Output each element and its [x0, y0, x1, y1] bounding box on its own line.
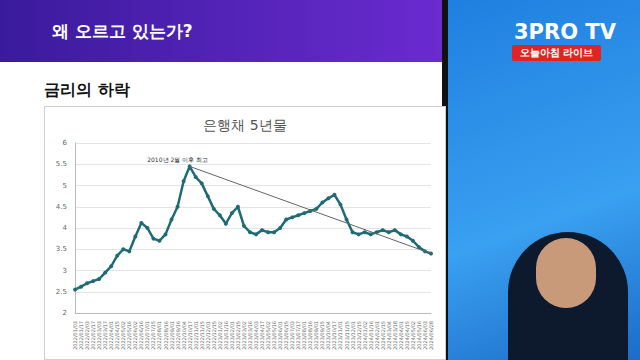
svg-text:2023/03/16: 2023/03/16 — [247, 321, 253, 350]
svg-text:2023/04/03: 2023/04/03 — [253, 321, 259, 350]
svg-text:2023/05/16: 2023/05/16 — [271, 321, 278, 350]
svg-text:2023/09/15: 2023/09/15 — [319, 321, 326, 350]
svg-text:2022/06/16: 2022/06/16 — [138, 321, 145, 350]
svg-text:2022/07/01: 2022/07/01 — [144, 321, 151, 350]
svg-text:2024/01/16: 2024/01/16 — [367, 321, 374, 350]
svg-text:2024/04/15: 2024/04/15 — [403, 321, 410, 350]
svg-text:2024/02/01: 2024/02/01 — [373, 321, 380, 350]
svg-text:2022/07/15: 2022/07/15 — [150, 321, 157, 350]
svg-text:2022/04/01: 2022/04/01 — [108, 321, 115, 350]
svg-text:2022/02/03: 2022/02/03 — [84, 321, 91, 350]
svg-text:2023/11/01: 2023/11/01 — [337, 321, 344, 350]
svg-text:2023/02/15: 2023/02/15 — [234, 321, 241, 350]
svg-text:2024/05/02: 2024/05/02 — [409, 321, 416, 350]
svg-text:2022/02/17: 2022/02/17 — [90, 321, 97, 350]
svg-text:2022/09/16: 2022/09/16 — [174, 321, 181, 350]
svg-text:3: 3 — [63, 267, 67, 275]
svg-text:2022/10/04: 2022/10/04 — [180, 321, 187, 350]
svg-text:2022/03/17: 2022/03/17 — [102, 321, 109, 350]
svg-text:2022/06/02: 2022/06/02 — [132, 321, 139, 350]
svg-text:2023/06/15: 2023/06/15 — [283, 321, 290, 350]
html-text:왜 오르고 있는가?: 왜 오르고 있는가? — [52, 21, 193, 41]
svg-text:2023/09/01: 2023/09/01 — [313, 321, 320, 350]
svg-text:4.5: 4.5 — [56, 203, 67, 211]
html-text:오늘아침 라이브: 오늘아침 라이브 — [520, 47, 594, 58]
svg-text:2022/11/01: 2022/11/01 — [192, 321, 199, 350]
html-text:3PRO TV: 3PRO TV — [514, 20, 616, 44]
svg-text:4: 4 — [63, 224, 68, 232]
svg-text:2022/10/17: 2022/10/17 — [186, 321, 193, 350]
svg-text:2022/12/01: 2022/12/01 — [204, 321, 211, 350]
svg-text:2023/12/15: 2023/12/15 — [355, 321, 362, 350]
svg-text:2022/12/15: 2022/12/15 — [210, 321, 217, 350]
svg-text:5: 5 — [63, 182, 67, 190]
svg-text:2023/02/01: 2023/02/01 — [228, 321, 235, 350]
svg-text:2022/09/01: 2022/09/01 — [168, 321, 175, 350]
svg-text:2024/06/28: 2024/06/28 — [428, 321, 434, 350]
svg-text:2022/03/03: 2022/03/03 — [96, 321, 103, 350]
svg-text:2024/04/01: 2024/04/01 — [397, 321, 404, 350]
svg-text:3.5: 3.5 — [56, 245, 67, 253]
svg-text:5.5: 5.5 — [56, 160, 67, 168]
svg-text:2023/12/01: 2023/12/01 — [349, 321, 356, 350]
svg-text:2022/04/15: 2022/04/15 — [114, 321, 121, 350]
svg-text:2023/01/16: 2023/01/16 — [222, 321, 229, 350]
svg-text:2023/08/16: 2023/08/16 — [307, 321, 314, 350]
svg-text:6: 6 — [63, 139, 68, 147]
svg-text:2024/05/16: 2024/05/16 — [415, 321, 422, 350]
svg-text:2024/01/02: 2024/01/02 — [361, 321, 368, 350]
svg-text:2023/10/17: 2023/10/17 — [331, 321, 338, 350]
svg-text:2024/02/15: 2024/02/15 — [379, 321, 386, 350]
svg-text:2023/05/02: 2023/05/02 — [265, 321, 272, 350]
svg-text:2023/10/04: 2023/10/04 — [325, 321, 332, 350]
svg-text:2022/08/16: 2022/08/16 — [162, 321, 169, 350]
svg-text:은행채 5년물: 은행채 5년물 — [203, 117, 286, 133]
svg-text:2023/07/17: 2023/07/17 — [295, 321, 302, 350]
svg-text:2022/08/01: 2022/08/01 — [156, 321, 163, 350]
svg-text:2024/06/03: 2024/06/03 — [422, 321, 428, 350]
svg-text:2023/08/01: 2023/08/01 — [301, 321, 308, 350]
svg-text:2023/04/17: 2023/04/17 — [259, 321, 266, 350]
svg-text:2024/03/18: 2024/03/18 — [391, 321, 398, 350]
svg-text:2022/01/03: 2022/01/03 — [72, 321, 78, 350]
svg-text:2023/06/01: 2023/06/01 — [277, 321, 284, 350]
svg-text:2022/05/02: 2022/05/02 — [120, 321, 127, 350]
svg-text:2023/11/15: 2023/11/15 — [343, 321, 350, 350]
html-text:금리의 하락: 금리의 하락 — [44, 80, 130, 99]
svg-text:2024/03/04: 2024/03/04 — [385, 321, 392, 350]
svg-text:2023/07/03: 2023/07/03 — [289, 321, 296, 350]
svg-text:2023/01/02: 2023/01/02 — [216, 321, 223, 350]
svg-text:2.5: 2.5 — [56, 288, 67, 296]
svg-text:2: 2 — [63, 309, 67, 317]
svg-text:2022/05/16: 2022/05/16 — [126, 321, 133, 350]
svg-text:2022/11/15: 2022/11/15 — [198, 321, 205, 350]
svg-text:2023/03/02: 2023/03/02 — [240, 321, 247, 350]
svg-text:2022/01/17: 2022/01/17 — [78, 321, 84, 350]
svg-text:2010년 2월 이후 최고: 2010년 2월 이후 최고 — [147, 156, 208, 163]
